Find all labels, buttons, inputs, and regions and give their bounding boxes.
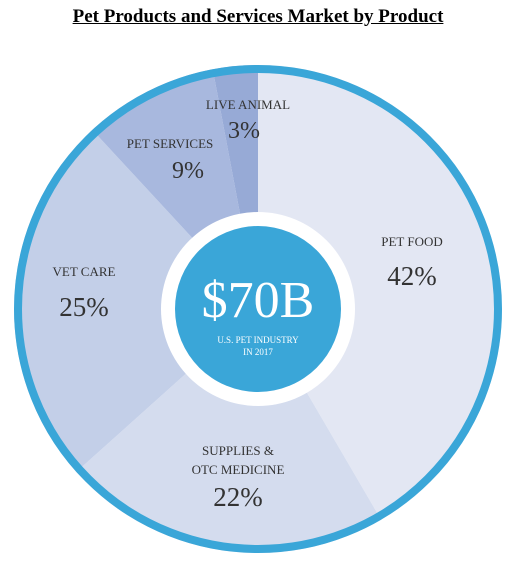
slice-percent-pet-food: 42% <box>387 261 437 291</box>
slice-percent-live-animal: 3% <box>228 118 260 144</box>
slice-label-supplies-line2: OTC MEDICINE <box>192 462 285 477</box>
center-value: $70B <box>202 272 315 329</box>
slice-label-supplies-line1: SUPPLIES & <box>202 443 274 458</box>
slice-percent-supplies: 22% <box>213 482 263 512</box>
slice-label-pet-food: PET FOOD <box>381 234 443 249</box>
slice-label-pet-services: PET SERVICES <box>127 136 214 151</box>
slice-percent-vet-care: 25% <box>59 292 109 322</box>
center-caption-line1: U.S. PET INDUSTRY <box>217 335 299 345</box>
slice-label-live-animal: LIVE ANIMAL <box>206 97 290 112</box>
slice-label-vet-care: VET CARE <box>53 264 116 279</box>
slice-percent-pet-services: 9% <box>172 158 204 184</box>
center-caption-line2: IN 2017 <box>243 347 273 357</box>
